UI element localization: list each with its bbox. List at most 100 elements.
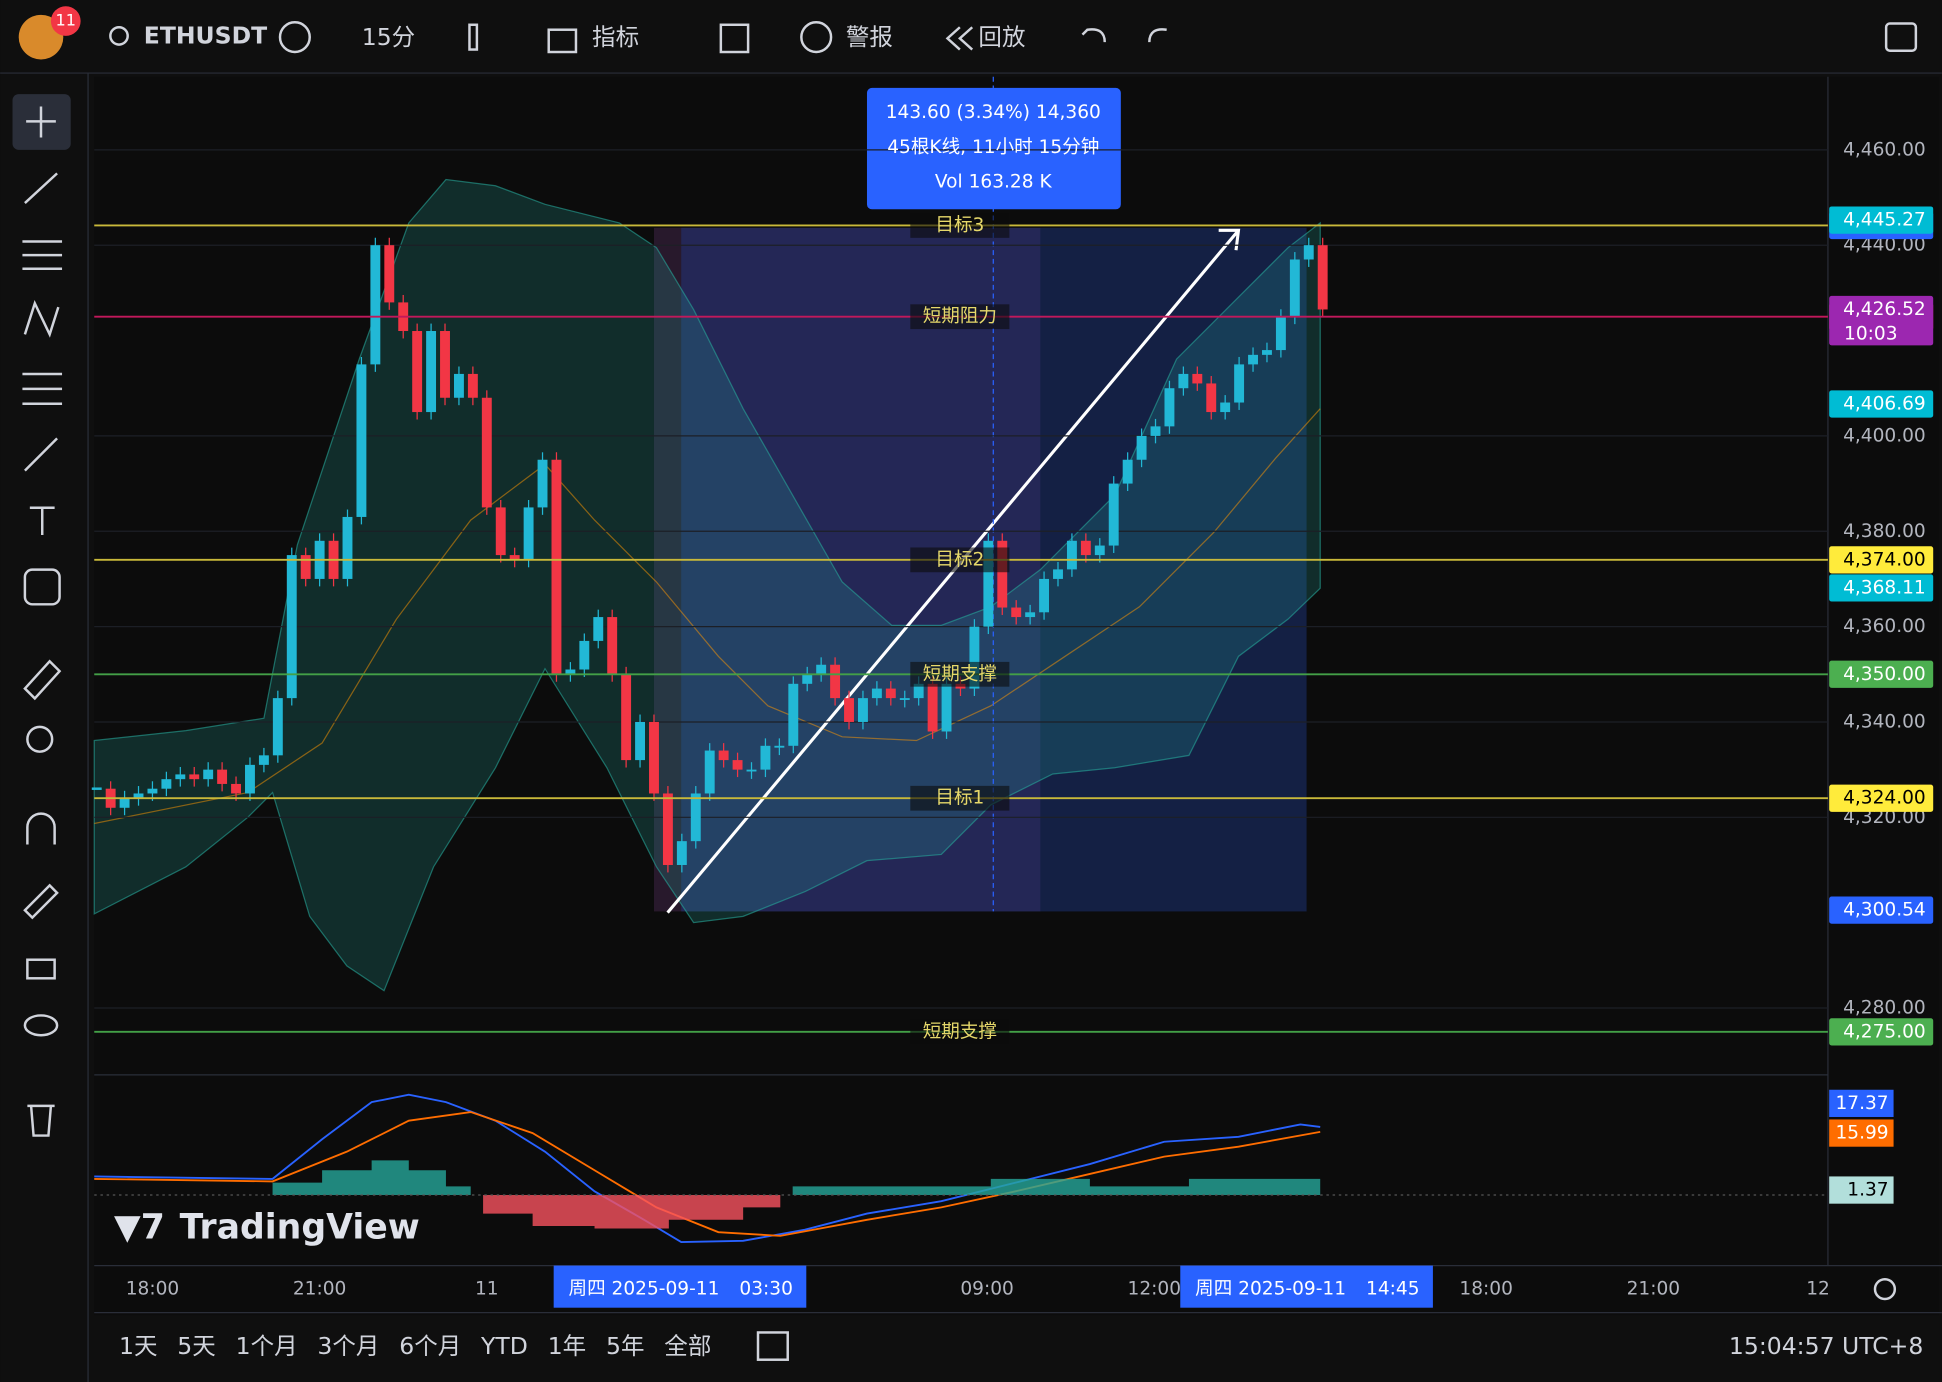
- price-badge: [1829, 206, 1934, 234]
- price-badge-label: 4,445.27: [1843, 210, 1926, 231]
- candle: [1080, 540, 1091, 556]
- magnet-tool[interactable]: [26, 812, 56, 845]
- layout-icon[interactable]: [719, 23, 750, 54]
- candle: [1206, 383, 1217, 413]
- last-price-label: 4,426.52: [1843, 299, 1926, 320]
- sticker-tool[interactable]: [23, 568, 61, 606]
- indicators-icon[interactable]: [547, 28, 578, 54]
- time-label: 21:00: [293, 1279, 347, 1300]
- candle: [1039, 578, 1050, 613]
- candle: [1011, 607, 1022, 618]
- range-button[interactable]: 1天: [119, 1332, 157, 1360]
- price-badge: [1829, 784, 1934, 812]
- fib-tool[interactable]: [22, 240, 63, 270]
- candle: [481, 397, 492, 508]
- ruler-tool[interactable]: [23, 659, 62, 701]
- price-badge-label: 4,368.11: [1843, 577, 1926, 598]
- interval[interactable]: 15分: [362, 23, 415, 51]
- macd-histogram-down: [483, 1195, 781, 1229]
- candle: [1108, 483, 1119, 546]
- price-badge-label: 4,275.00: [1843, 1021, 1926, 1042]
- range-button[interactable]: 6个月: [399, 1332, 461, 1360]
- alert[interactable]: 警报: [846, 23, 893, 51]
- candle: [91, 787, 102, 790]
- candle: [662, 793, 673, 865]
- undo[interactable]: [1081, 28, 1106, 43]
- chart-layer: 4,460.00 4,440.00 4,400.00 4,380.00 4,360.00…: [91, 139, 1934, 1046]
- crosshair-date: 周四 2025-09-11: [569, 1279, 720, 1300]
- crosshair-time: 03:30: [739, 1279, 793, 1300]
- candle: [816, 664, 827, 675]
- indicators[interactable]: 指标: [592, 23, 639, 51]
- candle: [412, 331, 423, 413]
- macd-label: 17.37: [1835, 1093, 1888, 1114]
- candle: [649, 721, 659, 794]
- time-label: 12:00: [1128, 1279, 1182, 1300]
- candle: [969, 626, 980, 689]
- candle: [997, 540, 1008, 608]
- replay[interactable]: 回放: [978, 23, 1025, 51]
- candle: [732, 760, 743, 770]
- text-tool[interactable]: [29, 506, 55, 535]
- candle: [941, 683, 952, 732]
- alert-icon[interactable]: [800, 21, 833, 54]
- candle: [1234, 364, 1245, 403]
- fullscreen[interactable]: [1884, 22, 1918, 53]
- candle: [593, 617, 604, 641]
- price-tick-label: 4,400.00: [1843, 425, 1926, 446]
- candle: [774, 745, 785, 748]
- crosshair-date: 周四 2025-09-11: [1195, 1279, 1346, 1300]
- range-button[interactable]: 1个月: [236, 1332, 298, 1360]
- candle: [788, 683, 799, 746]
- chart-type-icon[interactable]: [468, 23, 479, 51]
- zoom-tool[interactable]: [26, 725, 54, 753]
- candle: [370, 245, 381, 365]
- candle: [899, 698, 910, 700]
- crosshair-tool[interactable]: [26, 106, 56, 138]
- crosshair-time-box: [1180, 1265, 1433, 1308]
- candle: [565, 669, 576, 675]
- range-button[interactable]: 3个月: [317, 1332, 379, 1360]
- price-tick-label: 4,340.00: [1843, 711, 1926, 732]
- level-label-bg: [910, 661, 1010, 687]
- price-badge-label: 4,300.54: [1843, 900, 1926, 921]
- pattern-tool[interactable]: [23, 300, 60, 338]
- range-button[interactable]: 5年: [606, 1332, 644, 1360]
- lock-tool[interactable]: [26, 958, 56, 980]
- bottom-bar: 15:04:57 UTC+8 1天 5天 1个月 3个月 6个月 YTD 1年 5年 全部: [119, 1331, 1923, 1361]
- clock[interactable]: 15:04:57 UTC+8: [1729, 1332, 1923, 1360]
- add-symbol[interactable]: [278, 21, 311, 54]
- candle: [426, 331, 437, 413]
- left-toolbar: [12, 73, 89, 1382]
- candle: [245, 764, 255, 794]
- watermark: TradingView: [180, 1207, 420, 1247]
- range-button[interactable]: 全部: [664, 1332, 711, 1360]
- date-range-icon[interactable]: [756, 1331, 789, 1361]
- search-icon[interactable]: [109, 26, 129, 46]
- redo[interactable]: [1148, 28, 1167, 43]
- settings[interactable]: [1873, 1277, 1897, 1301]
- candle: [1136, 435, 1147, 460]
- time-label: 09:00: [960, 1279, 1014, 1300]
- delete-tool[interactable]: [27, 1104, 55, 1137]
- visibility-tool[interactable]: [23, 1014, 59, 1037]
- arrow-tool[interactable]: [24, 437, 58, 472]
- badge-count: 11: [56, 11, 76, 30]
- forecast-tool[interactable]: [22, 372, 63, 405]
- measure-text: 143.60 (3.34%) 14,360: [886, 102, 1101, 123]
- replay-icon[interactable]: [945, 26, 974, 51]
- range-button[interactable]: YTD: [480, 1332, 528, 1360]
- symbol[interactable]: ETHUSDT: [144, 22, 267, 50]
- time-label: 21:00: [1627, 1279, 1681, 1300]
- range-button[interactable]: 1年: [548, 1332, 586, 1360]
- range-button[interactable]: 5天: [177, 1332, 215, 1360]
- line-tool[interactable]: [24, 172, 58, 204]
- last-price-badge: [1829, 295, 1934, 346]
- price-badge: [1829, 574, 1934, 602]
- lock-draw-tool[interactable]: [23, 883, 59, 920]
- macd-badge: [1829, 1089, 1894, 1117]
- candle: [356, 364, 367, 517]
- candle: [635, 721, 646, 761]
- candle: [1248, 354, 1258, 365]
